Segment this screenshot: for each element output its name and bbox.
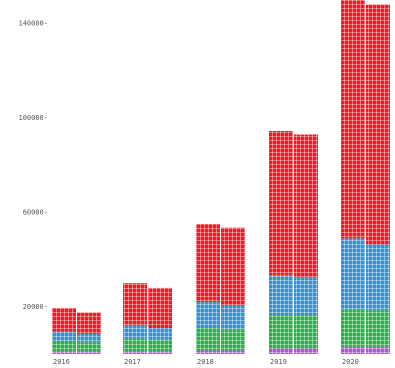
bar-grid-2019-left-blue <box>269 274 293 316</box>
bars-group <box>52 0 390 354</box>
bar-grid-2020-left-green <box>341 309 365 347</box>
y-axis: 20000- 60000- 100000- 140000- <box>18 20 48 311</box>
y-tick-label: 20000- <box>23 303 48 311</box>
bar-grid-2017-right-green <box>148 339 172 352</box>
bar-grid-2018-right-green <box>221 329 245 351</box>
bar-grid-2016-left-red <box>52 307 76 332</box>
bar-grid-2019-right-red <box>294 134 318 278</box>
bar-grid-2017-right-blue <box>148 328 172 340</box>
bar-grid-2019-right-blue <box>294 277 318 316</box>
bar-grid-2017-left-blue <box>123 325 147 339</box>
y-tick-label: 140000- <box>18 20 48 28</box>
y-tick-label: 60000- <box>23 208 48 216</box>
y-tick-label: 100000- <box>18 114 48 122</box>
bar-grid-2020-left-blue <box>341 238 365 310</box>
bar-grid-2016-right-blue <box>77 333 101 343</box>
bar-grid-2019-left-purple <box>269 348 293 354</box>
bar-grid-2020-left-red <box>341 0 365 239</box>
bar-grid-2019-right-purple <box>294 348 318 354</box>
bar-grid-2019-left-red <box>269 130 293 275</box>
bar-grid-2020-right-blue <box>366 244 390 311</box>
bar-grid-2016-right-green <box>77 342 101 352</box>
bar-grid-2018-right-purple <box>221 350 245 354</box>
x-tick-label: 2016 <box>53 358 70 366</box>
bar-grid-2020-left-purple <box>341 346 365 354</box>
bar-grid-2018-right-red <box>221 227 245 306</box>
bar-grid-2018-left-green <box>196 328 220 351</box>
x-tick-label: 2017 <box>124 358 141 366</box>
bar-grid-2016-right-red <box>77 312 101 334</box>
x-tick-label: 2020 <box>342 358 359 366</box>
bar-grid-2017-right-red <box>148 287 172 329</box>
bar-grid-2016-right-purple <box>77 351 101 354</box>
bar-grid-2018-left-blue <box>196 302 220 329</box>
bar-grid-2017-right-purple <box>148 351 172 354</box>
bar-grid-2020-right-red <box>366 4 390 245</box>
x-axis: 2016 2017 2018 2019 2020 <box>53 358 359 366</box>
bar-grid-2018-left-red <box>196 224 220 303</box>
bar-grid-2016-left-blue <box>52 331 76 342</box>
x-tick-label: 2019 <box>270 358 287 366</box>
bar-grid-2019-right-green <box>294 315 318 349</box>
bar-grid-2016-left-green <box>52 341 76 352</box>
bar-grid-2017-left-purple <box>123 351 147 354</box>
bar-grid-2017-left-green <box>123 338 147 352</box>
bar-grid-2018-right-blue <box>221 305 245 330</box>
bar-grid-2016-left-purple <box>52 351 76 354</box>
bar-grid-2017-left-red <box>123 283 147 326</box>
x-tick-label: 2018 <box>197 358 214 366</box>
bar-grid-2018-left-purple <box>196 350 220 354</box>
bar-grid-2019-left-green <box>269 315 293 349</box>
bar-grid-2020-right-green <box>366 310 390 347</box>
bar-grid-2020-right-purple <box>366 346 390 354</box>
